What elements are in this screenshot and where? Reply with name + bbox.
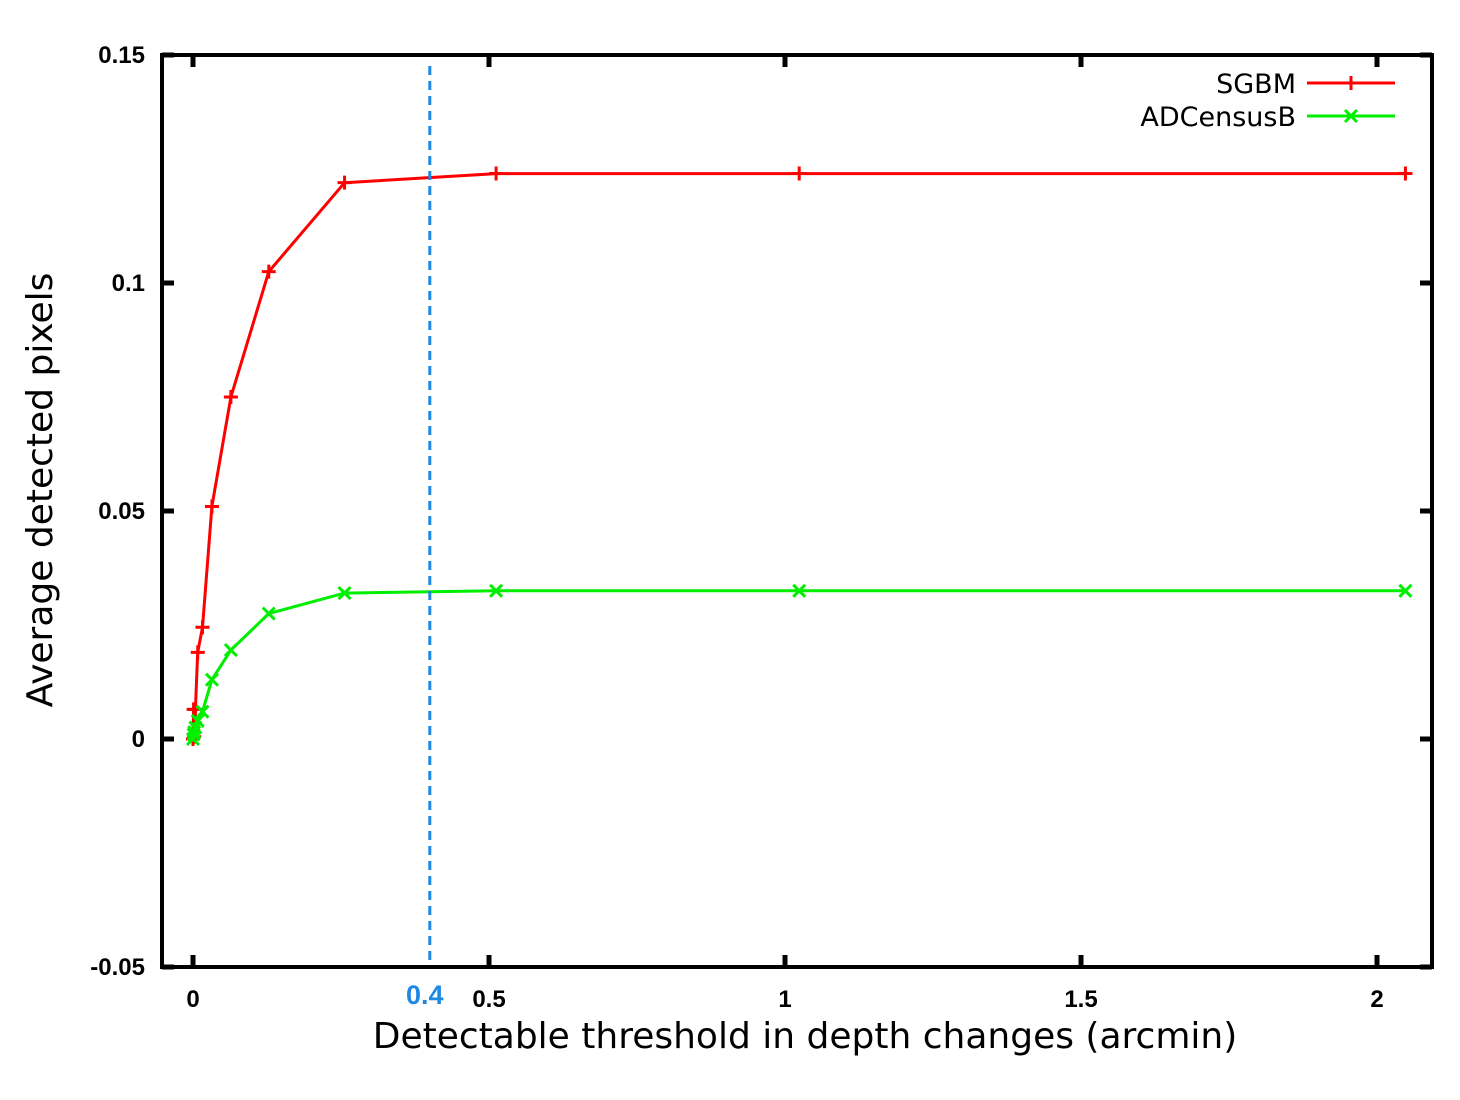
x-tick-label: 1.5 [1064,986,1097,1013]
data-point-sgbm [792,166,807,181]
x-tick-label: 2 [1370,986,1383,1013]
data-point-adcensusb [187,725,202,740]
legend-label: ADCensusB [1140,102,1296,133]
data-point-sgbm [190,645,205,660]
x-tick-label: 0 [186,986,199,1013]
threshold-label: 0.4 [406,980,444,1010]
x-tick-label: 0.5 [472,986,505,1013]
series-line-sgbm [191,172,1406,740]
data-point-adcensusb [195,704,210,719]
y-tick-label: 0.15 [98,42,145,69]
data-point-adcensusb [190,713,205,728]
data-point-adcensusb [337,586,352,601]
data-point-sgbm [223,390,238,404]
data-point-sgbm [204,499,219,514]
data-point-sgbm [261,264,276,279]
data-point-adcensusb [261,606,276,621]
data-point-adcensusb [489,583,504,598]
y-tick-label: -0.05 [90,954,145,981]
series-line-adcensusb [191,589,1406,740]
data-point-sgbm [195,620,210,635]
data-point-sgbm [1398,166,1413,181]
data-point-sgbm [337,175,352,190]
data-point-sgbm [489,166,504,181]
x-tick-label: 1 [778,986,791,1013]
legend-marker [1343,108,1359,124]
y-axis-title: Average detected pixels [20,273,61,708]
data-point-adcensusb [792,583,807,598]
legend-label: SGBM [1216,69,1296,100]
x-axis-title: Detectable threshold in depth changes (a… [373,1016,1238,1057]
data-point-adcensusb [1398,583,1413,598]
plot-frame [160,53,1434,969]
chart-marks: 0.4 [185,66,1413,1010]
y-tick-label: 0.1 [112,270,145,297]
data-point-adcensusb [204,672,220,687]
y-tick-label: 0 [132,726,145,753]
y-tick-label: 0.05 [98,498,145,525]
data-point-adcensusb [223,643,238,658]
legend-marker [1344,76,1358,90]
chart-axes: 0 0.5 1 1.5 2 -0.05 0 0.05 0.1 0.15 [90,42,1434,1013]
